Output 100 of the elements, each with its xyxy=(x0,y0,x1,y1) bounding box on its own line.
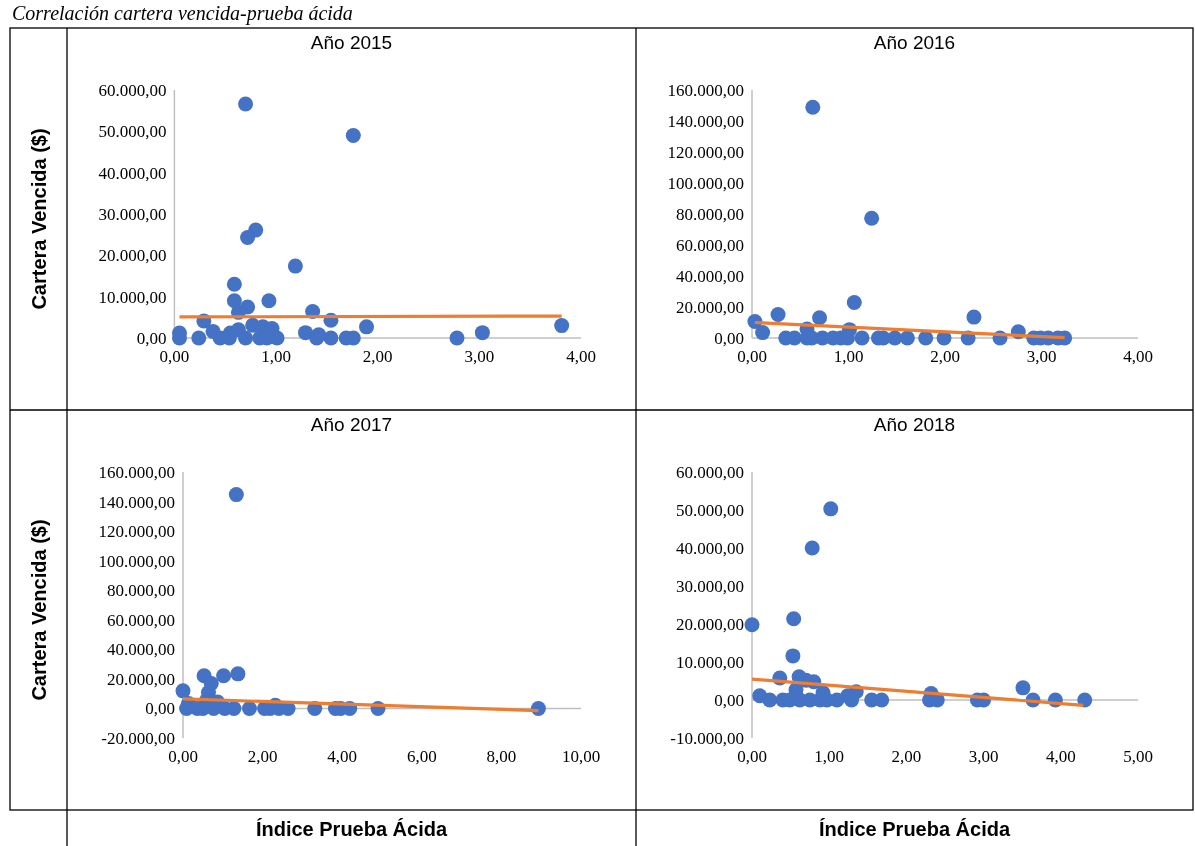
point xyxy=(287,258,303,274)
point xyxy=(805,99,821,115)
x-tick-label: 2,00 xyxy=(930,347,960,366)
y-tick-label: 60.000,00 xyxy=(107,610,175,630)
point xyxy=(785,648,801,664)
y-axis-title: Cartera Vencida ($) xyxy=(27,519,50,701)
y-tick-label: 0,00 xyxy=(714,690,744,710)
point xyxy=(874,692,890,708)
y-tick-label: 20.000,00 xyxy=(107,669,175,689)
x-tick-label: 6,00 xyxy=(406,747,437,766)
x-tick-label: 0,00 xyxy=(737,347,767,366)
point xyxy=(241,700,257,716)
point xyxy=(846,295,862,311)
y-tick-label: 40.000,00 xyxy=(676,538,744,558)
y-tick-label: 60.000,00 xyxy=(676,235,744,255)
x-tick-label: 2,00 xyxy=(362,347,393,366)
x-tick-label: 4,00 xyxy=(1045,747,1076,766)
point xyxy=(238,330,254,346)
y-tick-label: 30.000,00 xyxy=(676,576,744,596)
y-tick-label: 120.000,00 xyxy=(667,142,744,162)
y-tick-label: 160.000,00 xyxy=(667,80,744,100)
point xyxy=(1015,680,1031,696)
point xyxy=(1077,692,1093,708)
point xyxy=(261,293,277,309)
point xyxy=(899,330,915,346)
point xyxy=(864,210,880,226)
point xyxy=(298,325,314,341)
x-tick-label: 4,00 xyxy=(1123,347,1153,366)
chart-title: Año 2015 xyxy=(310,32,393,53)
y-tick-label: 50.000,00 xyxy=(676,500,744,520)
point xyxy=(554,318,570,334)
y-tick-label: 60.000,00 xyxy=(676,462,744,482)
x-tick-label: 1,00 xyxy=(833,347,864,366)
y-tick-label: 0,00 xyxy=(714,328,744,348)
point xyxy=(191,330,207,346)
x-axis-title: Índice Prueba Ácida xyxy=(818,818,1011,840)
y-tick-label: 80.000,00 xyxy=(676,204,744,224)
point xyxy=(226,276,242,292)
point xyxy=(854,330,870,346)
point xyxy=(226,293,242,309)
y-tick-label: 40.000,00 xyxy=(98,163,167,183)
y-tick-label: 120.000,00 xyxy=(98,522,175,542)
x-tick-label: 8,00 xyxy=(486,747,517,766)
point xyxy=(238,96,254,112)
point xyxy=(216,668,232,684)
y-tick-label: 40.000,00 xyxy=(107,640,175,660)
point xyxy=(804,540,820,556)
point xyxy=(786,611,802,627)
point xyxy=(230,666,246,682)
point xyxy=(829,692,845,708)
y-tick-label: 20.000,00 xyxy=(98,246,167,266)
y-tick-label: 100.000,00 xyxy=(98,551,175,571)
x-tick-label: 2,00 xyxy=(891,747,922,766)
point xyxy=(918,330,934,346)
point xyxy=(175,683,191,699)
point xyxy=(323,330,339,346)
y-tick-label: 0,00 xyxy=(145,699,175,719)
point xyxy=(762,692,778,708)
x-tick-label: 3,00 xyxy=(1026,347,1057,366)
x-tick-label: 3,00 xyxy=(464,347,495,366)
chart-title: Año 2018 xyxy=(873,414,956,435)
x-tick-label: 0,00 xyxy=(168,747,198,766)
point xyxy=(755,325,771,341)
x-tick-label: 10,00 xyxy=(561,747,601,766)
x-tick-label: 5,00 xyxy=(1123,747,1153,766)
y-tick-label: -10.000,00 xyxy=(670,728,744,748)
y-tick-label: 10.000,00 xyxy=(98,287,167,307)
y-tick-label: -20.000,00 xyxy=(101,728,175,748)
y-tick-label: 40.000,00 xyxy=(676,266,744,286)
y-tick-label: 60.000,00 xyxy=(98,80,167,100)
point xyxy=(770,306,786,322)
x-tick-label: 4,00 xyxy=(566,347,596,366)
x-tick-label: 3,00 xyxy=(968,747,999,766)
point xyxy=(823,501,839,517)
x-tick-label: 0,00 xyxy=(159,347,190,366)
point xyxy=(966,309,982,325)
point xyxy=(359,319,375,335)
point xyxy=(240,230,256,246)
x-tick-label: 2,00 xyxy=(247,747,278,766)
x-tick-label: 1,00 xyxy=(814,747,845,766)
point xyxy=(345,127,361,143)
y-tick-label: 50.000,00 xyxy=(98,122,167,142)
point xyxy=(887,330,903,346)
y-tick-label: 20.000,00 xyxy=(676,297,744,317)
y-axis-title: Cartera Vencida ($) xyxy=(27,128,50,310)
point xyxy=(228,487,244,503)
y-tick-label: 0,00 xyxy=(136,328,167,348)
x-tick-label: 0,00 xyxy=(737,747,767,766)
y-tick-label: 80.000,00 xyxy=(107,581,175,601)
point xyxy=(744,617,760,633)
text: Correlación cartera vencida-prueba ácida xyxy=(12,2,353,25)
y-tick-label: 140.000,00 xyxy=(98,492,175,512)
point xyxy=(474,325,490,341)
x-axis-title: Índice Prueba Ácida xyxy=(255,818,448,840)
x-tick-label: 1,00 xyxy=(261,347,291,366)
chart-title: Año 2017 xyxy=(310,414,393,435)
y-tick-label: 30.000,00 xyxy=(98,204,167,224)
y-tick-label: 140.000,00 xyxy=(667,111,744,131)
y-tick-label: 100.000,00 xyxy=(667,173,744,193)
chart-title: Año 2016 xyxy=(873,32,956,53)
